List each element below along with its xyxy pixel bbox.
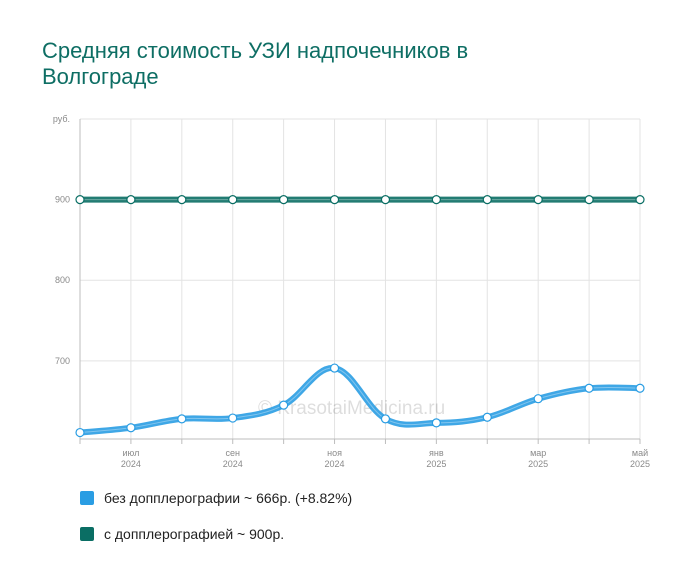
legend-label-0: без допплерографии ~ 666р. (+8.82%): [104, 490, 353, 506]
watermark-text: © KrasotaiMedicina.ru: [258, 398, 445, 419]
series-1-point-10: [584, 195, 594, 205]
series-0-point-4: [279, 400, 289, 410]
series-1-point-11: [635, 195, 645, 205]
series-1-point-5: [329, 195, 340, 205]
series-1-point-1: [126, 195, 136, 205]
legend-item-1[interactable]: с допплерографией ~ 900р.: [80, 526, 284, 542]
series-0-point-2: [177, 414, 187, 424]
series-0-point-10: [584, 383, 594, 393]
series-1-point-2: [177, 195, 187, 205]
x-tick-month-2: ноя: [327, 448, 342, 458]
y-tick-label-2: 900: [55, 195, 70, 205]
series-0-point-6: [380, 414, 391, 424]
x-tick-year-0: 2024: [121, 459, 141, 469]
x-tick-month-5: май: [632, 448, 648, 458]
x-tick-month-1: сен: [225, 448, 240, 458]
series-1-point-8: [482, 195, 492, 205]
series-1-point-9: [533, 195, 543, 205]
x-tick-year-1: 2024: [223, 459, 243, 469]
axes: 700800900руб.июл2024сен2024ноя2024янв202…: [53, 114, 650, 469]
series-1-point-0: [75, 195, 85, 205]
x-tick-year-3: 2025: [426, 459, 446, 469]
x-tick-year-4: 2025: [528, 459, 548, 469]
chart-title: Средняя стоимость УЗИ надпочечников в Во…: [42, 38, 469, 89]
x-tick-month-3: янв: [429, 448, 444, 458]
y-tick-label-1: 800: [55, 275, 70, 285]
series-0-point-5: [329, 363, 340, 373]
series-1-point-7: [431, 195, 441, 205]
legend-swatch-1: [80, 527, 94, 541]
series-1-point-6: [380, 195, 391, 205]
series-0-point-0: [75, 427, 85, 438]
series-0-point-1: [126, 423, 136, 433]
y-axis-unit-label: руб.: [53, 114, 70, 124]
legend-label-1: с допплерографией ~ 900р.: [104, 526, 285, 542]
series-layer: [75, 195, 645, 438]
series-0-point-11: [635, 383, 645, 393]
x-tick-month-0: июл: [122, 448, 139, 458]
x-tick-month-4: мар: [530, 448, 546, 458]
y-tick-label-0: 700: [55, 356, 70, 366]
x-tick-year-5: 2025: [630, 459, 650, 469]
x-tick-year-2: 2024: [325, 459, 345, 469]
series-0-point-9: [533, 394, 543, 404]
series-1-point-4: [279, 195, 289, 205]
series-0-point-8: [482, 412, 492, 422]
legend-item-0[interactable]: без допплерографии ~ 666р. (+8.82%): [80, 490, 352, 506]
legend-swatch-0: [80, 491, 94, 505]
series-0-point-3: [228, 413, 238, 423]
series-0-point-7: [431, 418, 441, 428]
series-1-point-3: [228, 195, 238, 205]
